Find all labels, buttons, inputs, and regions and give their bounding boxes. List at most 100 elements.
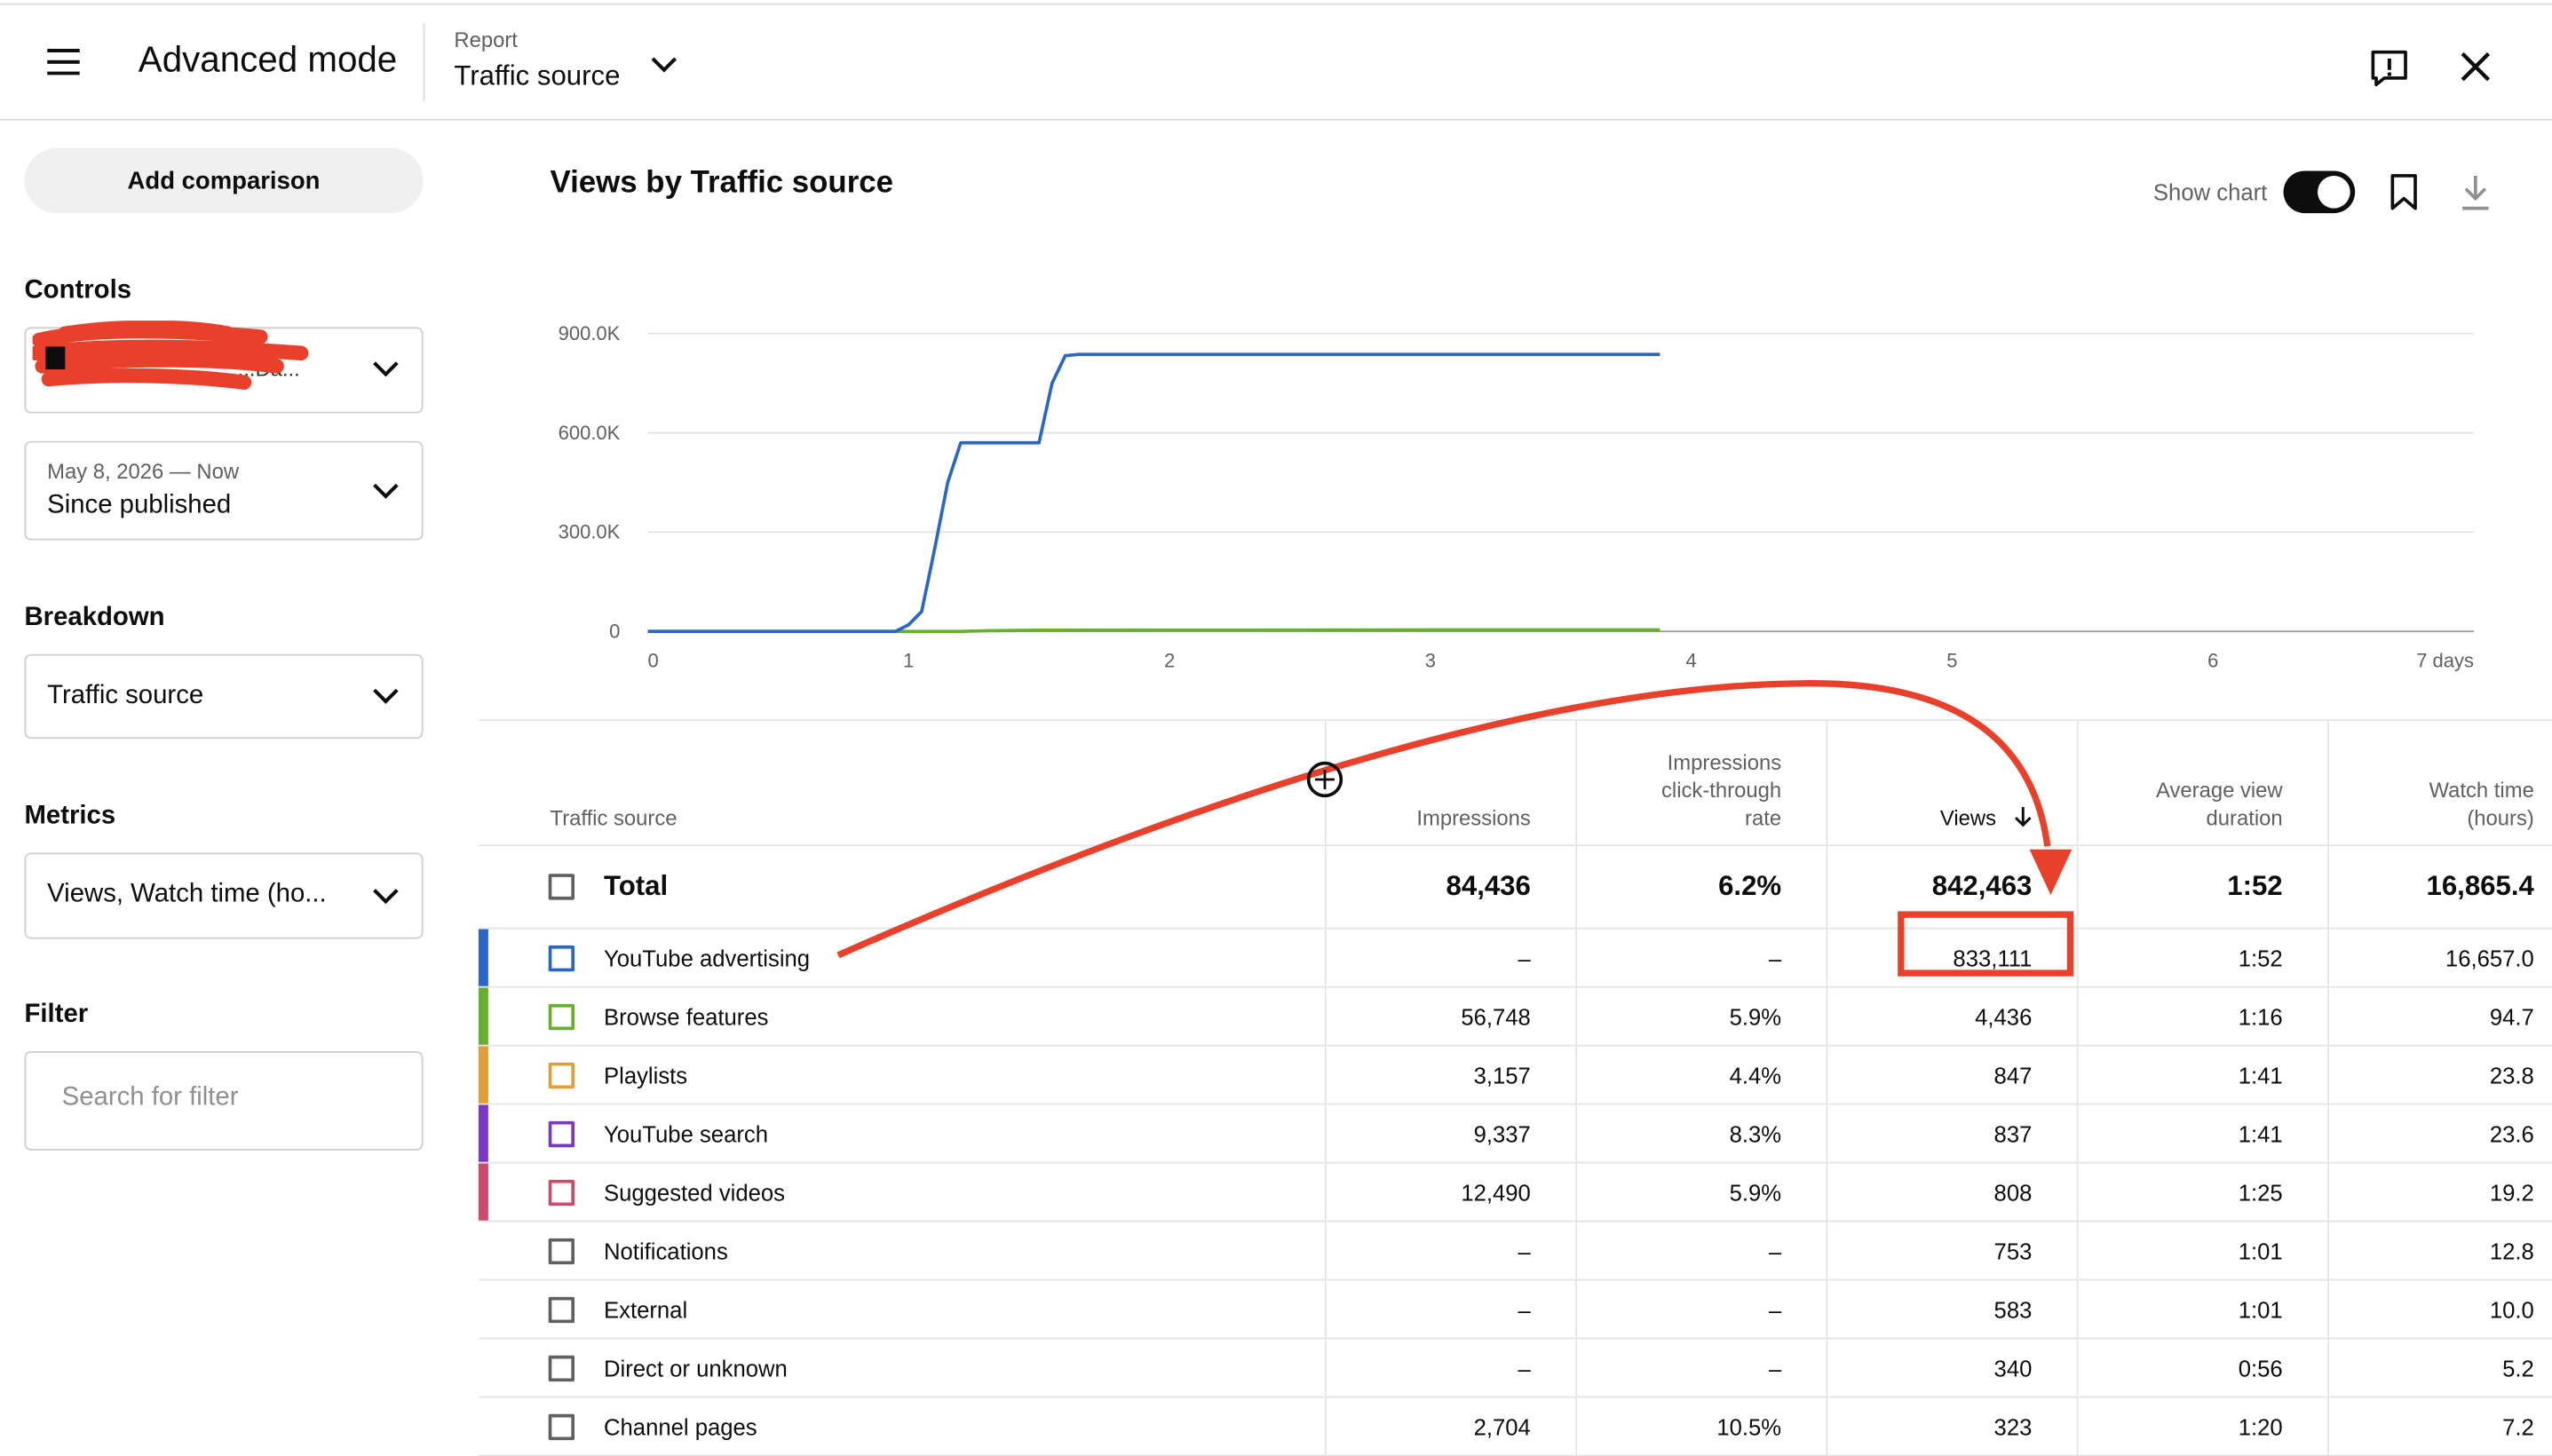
feedback-icon[interactable] <box>2366 45 2412 91</box>
breakdown-label: Breakdown <box>24 604 165 632</box>
source-cell: External <box>478 1279 1325 1340</box>
x-tick-label: 4 <box>1686 649 1697 671</box>
watch-time-cell: 19.2 <box>2326 1162 2552 1223</box>
total-ctr: 6.2% <box>1574 845 1827 930</box>
total-avd: 1:52 <box>2075 845 2328 930</box>
row-checkbox[interactable] <box>548 1237 575 1264</box>
source-cell: Browse features <box>478 986 1325 1047</box>
views-cell: 340 <box>1825 1338 2077 1398</box>
watch-time-cell: 23.8 <box>2326 1045 2552 1105</box>
report-chevron-down-icon[interactable] <box>645 45 684 84</box>
filter-search-input[interactable] <box>58 1081 391 1115</box>
row-checkbox[interactable] <box>548 944 575 971</box>
y-tick-label: 300.0K <box>559 521 621 543</box>
traffic-source-table: Traffic source Impressions Impressions c… <box>478 719 2552 1456</box>
table-row[interactable]: YouTube search 9,337 8.3% 837 1:41 23.6 <box>478 1104 2552 1164</box>
ctr-cell: 5.9% <box>1574 1162 1827 1223</box>
row-checkbox[interactable] <box>548 1002 575 1030</box>
date-range-select[interactable]: May 8, 2026 — Now Since published <box>24 440 424 541</box>
source-cell: Direct or unknown <box>478 1338 1325 1398</box>
x-tick-label: 2 <box>1164 649 1175 671</box>
col-header-watch-label: Watch time (hours) <box>2429 778 2534 830</box>
y-tick-label: 900.0K <box>559 322 621 344</box>
date-range-value: Since published <box>47 491 232 519</box>
col-header-ctr[interactable]: Impressions click-through rate <box>1574 719 1827 847</box>
row-checkbox[interactable] <box>548 1295 575 1323</box>
row-checkbox[interactable] <box>548 1412 575 1440</box>
source-label: Suggested videos <box>604 1178 786 1206</box>
col-header-impressions[interactable]: Impressions <box>1324 719 1576 847</box>
series-color-bar <box>478 987 488 1045</box>
views-cell: 808 <box>1825 1162 2077 1223</box>
source-label: YouTube search <box>604 1120 769 1147</box>
show-chart-toggle[interactable] <box>2283 170 2356 214</box>
impressions-cell: – <box>1324 928 1576 988</box>
col-header-watch-time[interactable]: Watch time (hours) <box>2326 719 2552 847</box>
views-cell: 323 <box>1825 1397 2077 1456</box>
report-value[interactable]: Traffic source <box>454 59 621 91</box>
add-comparison-button[interactable]: Add comparison <box>24 147 424 214</box>
col-header-views-label: Views <box>1939 805 1997 830</box>
avd-cell: 1:16 <box>2075 986 2328 1047</box>
breakdown-select[interactable]: Traffic source <box>24 653 424 740</box>
avd-cell: 0:56 <box>2075 1338 2328 1398</box>
close-icon[interactable] <box>2454 45 2497 88</box>
views-cell: 847 <box>1825 1045 2077 1105</box>
date-range-label: May 8, 2026 — Now <box>47 458 240 484</box>
top-border <box>0 3 2552 5</box>
row-checkbox[interactable] <box>548 1061 575 1088</box>
avd-cell: 1:41 <box>2075 1104 2328 1164</box>
total-impressions: 84,436 <box>1324 845 1576 930</box>
source-label: Direct or unknown <box>604 1354 788 1381</box>
col-header-avg-view-duration[interactable]: Average view duration <box>2075 719 2328 847</box>
row-checkbox[interactable] <box>548 1120 575 1147</box>
avd-cell: 1:25 <box>2075 1162 2328 1223</box>
metrics-label: Metrics <box>24 802 116 830</box>
controls-label: Controls <box>24 276 132 305</box>
series-line <box>647 628 1660 633</box>
impressions-cell: – <box>1324 1279 1576 1340</box>
filter-search-box[interactable] <box>24 1051 424 1151</box>
avd-cell: 1:01 <box>2075 1279 2328 1340</box>
total-watch-time: 16,865.4 <box>2326 845 2552 930</box>
ctr-cell: – <box>1574 1279 1827 1340</box>
menu-icon[interactable] <box>43 43 85 82</box>
ctr-cell: – <box>1574 928 1827 988</box>
header-separator <box>0 118 2552 121</box>
views-cell: 833,111 <box>1825 928 2077 988</box>
row-checkbox[interactable] <box>548 1178 575 1206</box>
watch-time-cell: 10.0 <box>2326 1279 2552 1340</box>
series-color-bar <box>479 1223 488 1279</box>
header-divider <box>423 22 425 101</box>
source-label: Notifications <box>604 1237 728 1264</box>
source-cell: Notifications <box>478 1221 1325 1281</box>
source-cell: YouTube advertising <box>478 928 1325 988</box>
watch-time-cell: 12.8 <box>2326 1221 2552 1281</box>
bookmark-icon[interactable] <box>2386 170 2421 213</box>
table-row[interactable]: Notifications – –753 1:01 12.8 <box>478 1221 2552 1281</box>
x-tick-label: 0 <box>647 649 658 671</box>
metrics-select[interactable]: Views, Watch time (ho... <box>24 852 424 939</box>
table-row[interactable]: Browse features 56,748 5.9% 4,436 1:16 94.7 <box>478 986 2552 1047</box>
table-total-row: Total 84,436 6.2% 842,463 1:52 16,865.4 <box>478 845 2552 930</box>
row-checkbox[interactable] <box>548 1354 575 1381</box>
table-row[interactable]: YouTube advertising – –833,111 1:52 16,657.0 <box>478 928 2552 988</box>
col-header-views[interactable]: Views <box>1825 719 2077 847</box>
source-label: YouTube advertising <box>604 944 811 971</box>
total-cell: Total <box>478 845 1325 930</box>
table-row[interactable]: External – –583 1:01 10.0 <box>478 1279 2552 1340</box>
series-color-bar <box>479 1397 488 1454</box>
source-label: Playlists <box>604 1061 688 1088</box>
impressions-cell: 9,337 <box>1324 1104 1576 1164</box>
table-row[interactable]: Playlists 3,157 4.4% 847 1:41 23.8 <box>478 1045 2552 1105</box>
source-cell: YouTube search <box>478 1104 1325 1164</box>
table-row[interactable]: Direct or unknown – –340 0:56 5.2 <box>478 1338 2552 1398</box>
total-checkbox[interactable] <box>548 874 575 900</box>
download-icon[interactable] <box>2456 170 2495 213</box>
x-tick-label: 1 <box>903 649 914 671</box>
y-tick-label: 600.0K <box>559 422 621 444</box>
table-row[interactable]: Suggested videos 12,490 5.9% 808 1:25 19.2 <box>478 1162 2552 1223</box>
chart-title: Views by Traffic source <box>550 165 894 201</box>
col-header-traffic-source[interactable]: Traffic source <box>478 719 1325 847</box>
views-cell: 753 <box>1825 1221 2077 1281</box>
